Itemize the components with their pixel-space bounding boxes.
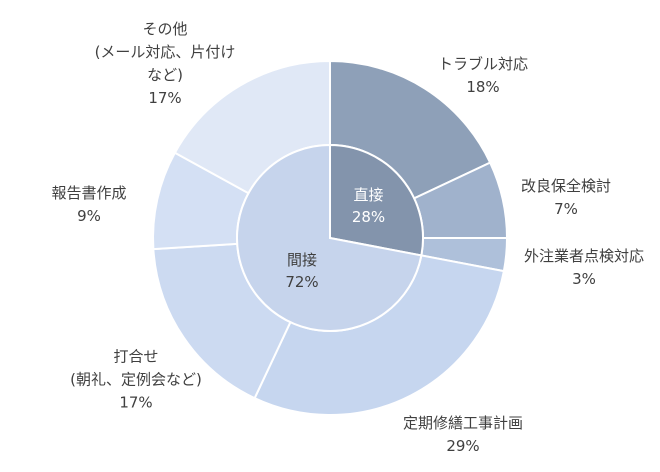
- slice-label-text: 報告書作成: [51, 184, 127, 202]
- outer-label-2: 改良保全検討 7%: [521, 175, 611, 221]
- inner-ring: [236, 143, 424, 332]
- outer-ring: [152, 59, 509, 416]
- slice-value-text: 29%: [446, 437, 480, 455]
- slice-value-text: 17%: [119, 393, 153, 412]
- slice-value-text: 9%: [77, 207, 101, 225]
- outer-label-7: その他 (メール対応、片付け など) 17%: [95, 18, 236, 110]
- outer-label-6: 報告書作成 9%: [51, 182, 126, 228]
- slice-value-text: 72%: [285, 273, 319, 291]
- slice-value-text: 3%: [572, 270, 596, 288]
- outer-label-4: 定期修繕工事計画 29%: [403, 412, 523, 458]
- slice-label-text: 打合せ: [113, 347, 159, 366]
- inner-label-1: 直接 28%: [352, 184, 385, 228]
- slice-label-text: その他: [142, 20, 188, 38]
- slice-label-text: 外注業者点検対応: [523, 247, 645, 265]
- slice-label-text: トラブル対応: [437, 55, 529, 73]
- inner-slice-1: [329, 143, 424, 257]
- slice-value-text: 28%: [351, 208, 386, 227]
- slice-label-text: 定期修繕工事計画: [402, 414, 524, 432]
- inner-label-2: 間接 72%: [285, 249, 318, 293]
- slice-label-text: 直接: [353, 186, 384, 205]
- outer-label-3: 外注業者点検対応 3%: [524, 245, 644, 291]
- slice-label-text: 間接: [286, 251, 317, 269]
- inner-slice-2: [236, 143, 423, 332]
- slice-label-text: (朝礼、定例会など): [70, 370, 202, 389]
- slice-label-text: など): [147, 66, 183, 84]
- slice-label-text: 改良保全検討: [520, 177, 612, 195]
- slice-label-text: (メール対応、片付け: [94, 43, 236, 61]
- slice-value-text: 7%: [554, 200, 578, 218]
- slice-value-text: 17%: [148, 89, 182, 107]
- outer-label-5: 打合せ (朝礼、定例会など) 17%: [70, 346, 202, 415]
- slice-value-text: 18%: [466, 78, 500, 96]
- outer-label-1: トラブル対応 18%: [438, 53, 528, 99]
